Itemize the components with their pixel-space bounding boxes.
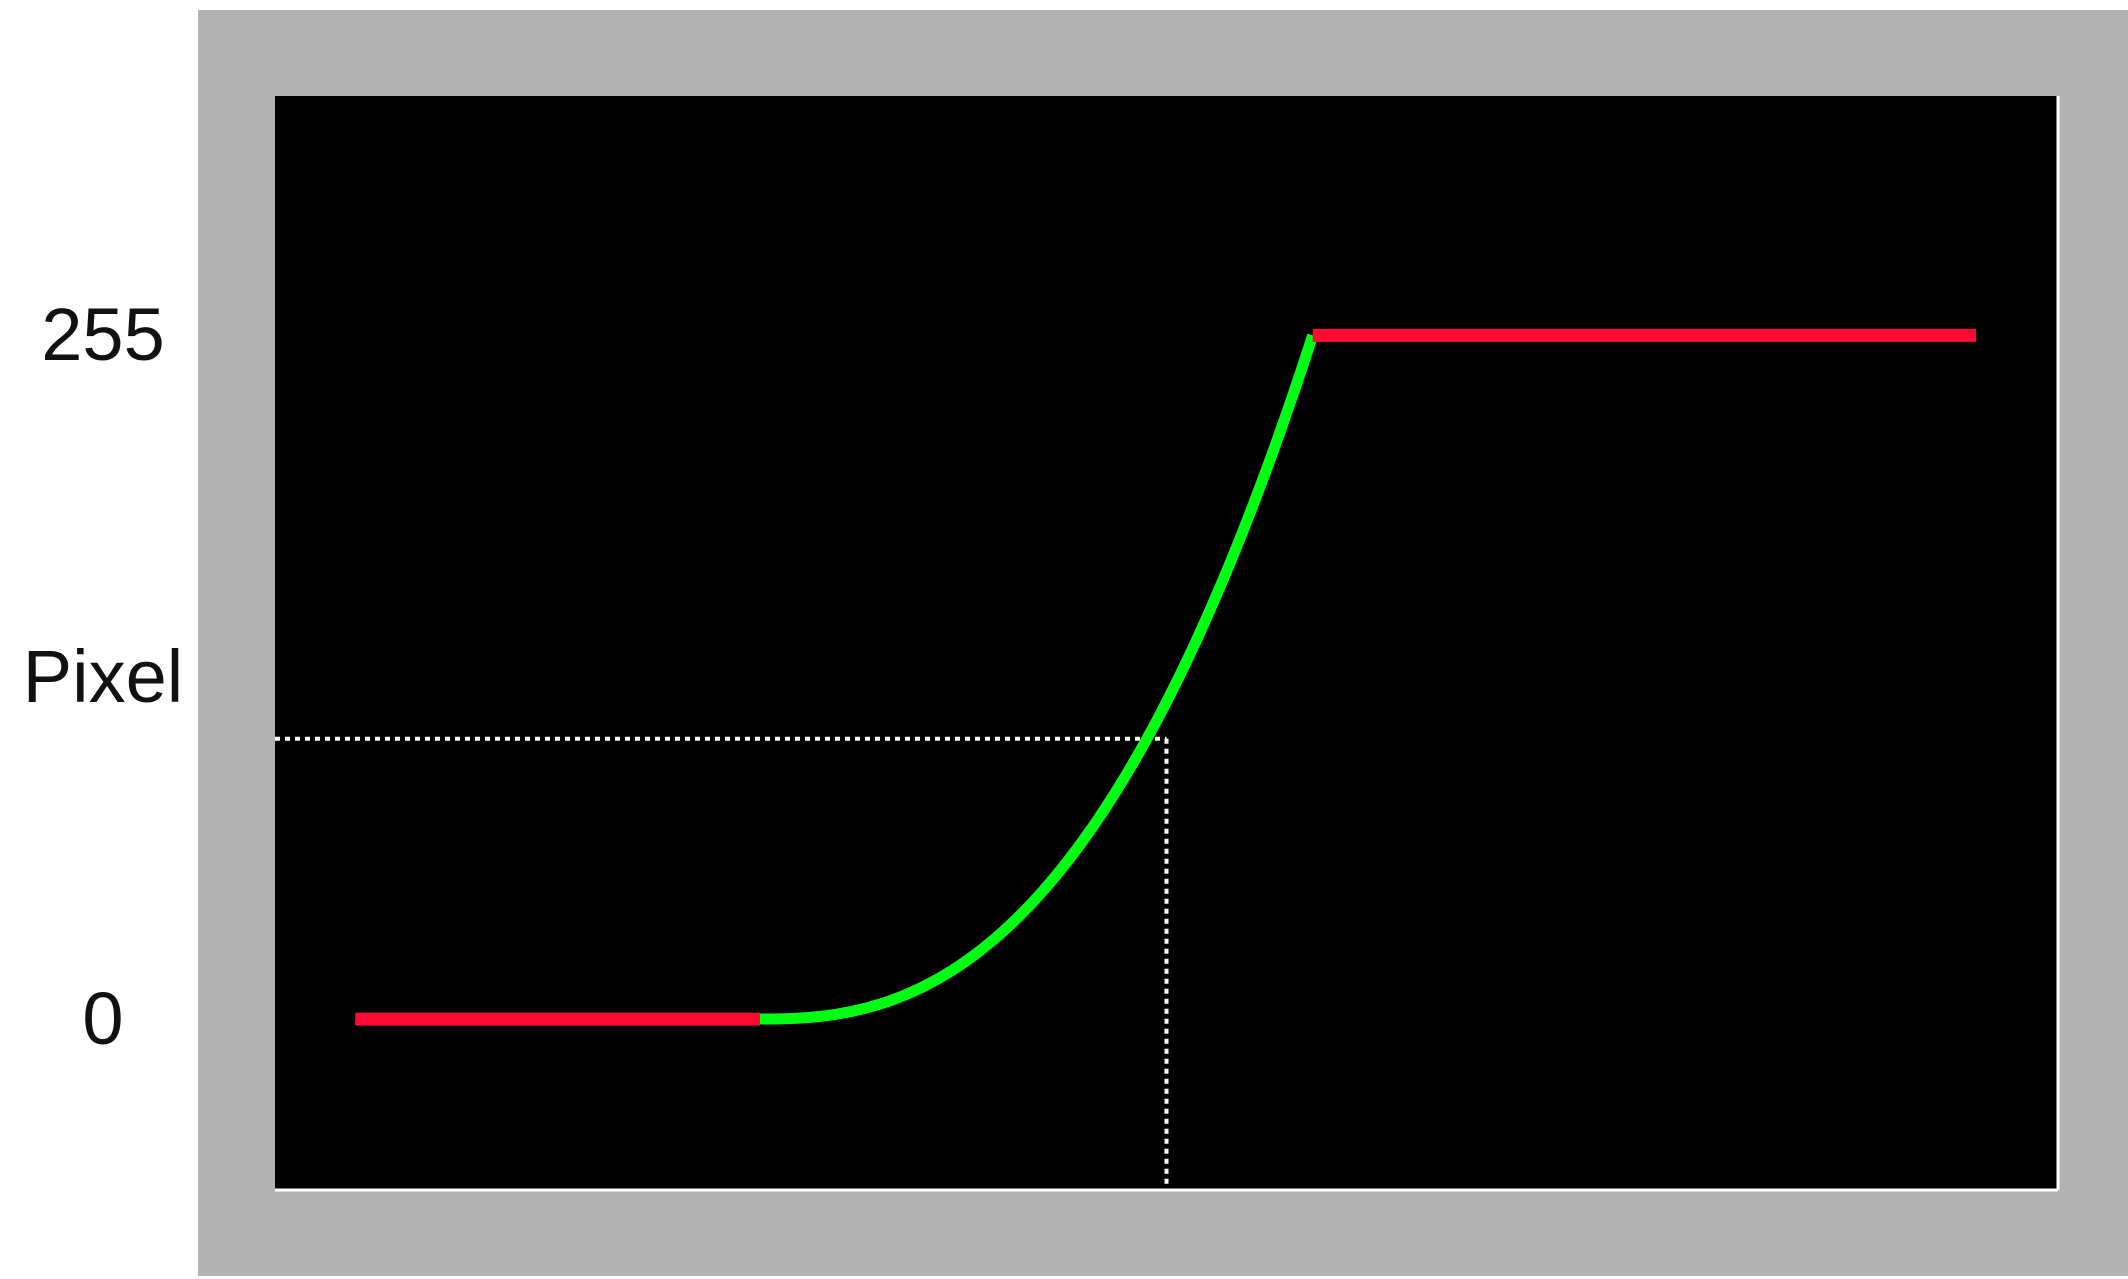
y-tick-label-0: 0: [82, 977, 124, 1061]
series-layer: [355, 328, 1976, 1026]
y-axis-label: Pixel: [22, 635, 184, 719]
series-curve: [759, 333, 1318, 1025]
plot-area: [275, 96, 2058, 1190]
y-tick-label-255: 255: [41, 293, 165, 377]
